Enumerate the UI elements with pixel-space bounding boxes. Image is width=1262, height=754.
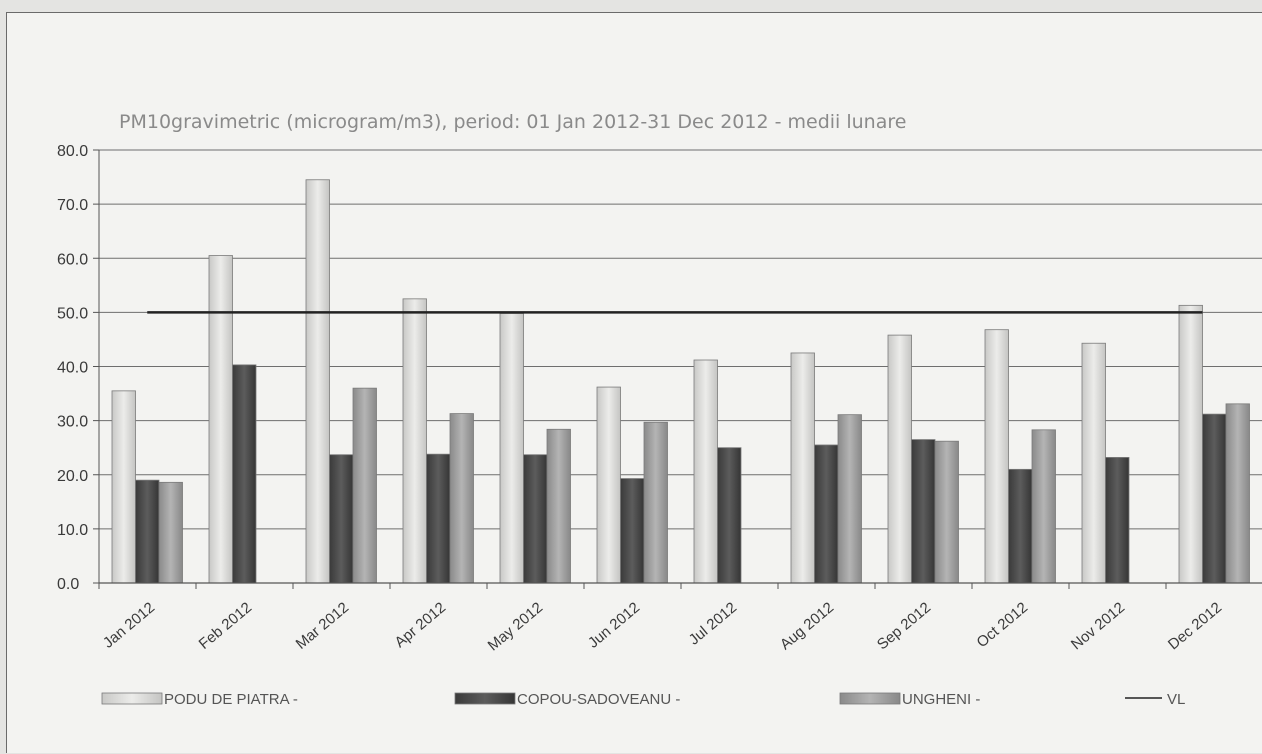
bar-copou-sadoveanu — [1008, 468, 1033, 584]
bar-podu-de-piatra — [984, 329, 1009, 584]
x-tick-label: May 2012 — [485, 599, 546, 654]
y-tick-label: 50.0 — [57, 305, 88, 322]
bar-copou-sadoveanu — [329, 454, 354, 584]
bar-copou-sadoveanu — [814, 444, 839, 584]
bar-copou-sadoveanu — [911, 439, 936, 584]
x-tick-label: Nov 2012 — [1068, 599, 1128, 653]
y-axis: 0.0 10.0 20.0 30.0 40.0 50.0 60.0 70.0 80.0 — [57, 143, 100, 593]
bar-ungheni — [158, 481, 183, 584]
bar-ungheni — [1225, 403, 1250, 584]
bar-podu-de-piatra — [208, 255, 233, 584]
x-tick-label: Aug 2012 — [777, 599, 837, 653]
bar-ungheni — [934, 440, 959, 584]
legend-label: PODU DE PIATRA - — [164, 691, 298, 708]
chart-title: PM10gravimetric (microgram/m3), period: … — [119, 111, 906, 133]
bar-copou-sadoveanu — [523, 454, 548, 584]
x-tick-label: Sep 2012 — [874, 599, 934, 653]
bar-podu-de-piatra — [402, 298, 427, 584]
bar-podu-de-piatra — [1178, 304, 1203, 584]
bar-podu-de-piatra — [1081, 342, 1106, 584]
x-tick-label: Apr 2012 — [391, 599, 449, 651]
x-tick-label: Jul 2012 — [686, 599, 740, 648]
bar-copou-sadoveanu — [135, 479, 160, 584]
bar-ungheni — [546, 428, 571, 584]
bar-podu-de-piatra — [790, 352, 815, 584]
legend-label: COPOU-SADOVEANU - — [517, 691, 680, 708]
x-tick-label: Dec 2012 — [1165, 599, 1225, 653]
x-tick-label: Mar 2012 — [293, 599, 352, 653]
y-tick-label: 0.0 — [57, 576, 79, 593]
bar-copou-sadoveanu — [1202, 413, 1227, 584]
legend: PODU DE PIATRA - COPOU-SADOVEANU - UNGHENI… — [101, 691, 1185, 708]
bar-ungheni — [643, 421, 668, 584]
bar-ungheni — [449, 413, 474, 584]
bar-podu-de-piatra — [693, 359, 718, 584]
y-tick-label: 40.0 — [57, 360, 88, 377]
bar-copou-sadoveanu — [717, 447, 742, 584]
x-axis: Jan 2012 Feb 2012 Mar 2012 Apr 2012 May 2012… — [98, 582, 1262, 654]
bar-podu-de-piatra — [887, 334, 912, 584]
bar-podu-de-piatra — [499, 313, 524, 584]
x-tick-label: Jun 2012 — [585, 599, 643, 652]
x-tick-label: Jan 2012 — [100, 599, 158, 652]
bar-podu-de-piatra — [305, 179, 330, 584]
x-tick-label: Oct 2012 — [974, 599, 1032, 651]
y-tick-label: 10.0 — [57, 522, 88, 539]
pm10-monthly-bar-chart: PM10gravimetric (microgram/m3), period: … — [57, 111, 1262, 708]
legend-label: UNGHENI - — [902, 691, 980, 708]
bar-ungheni — [352, 387, 377, 584]
legend-label: VL — [1167, 691, 1185, 708]
bar-copou-sadoveanu — [1105, 457, 1130, 584]
bar-copou-sadoveanu — [426, 453, 451, 584]
x-tick-label: Feb 2012 — [196, 599, 255, 653]
bar-podu-de-piatra — [596, 386, 621, 584]
bar-ungheni — [837, 414, 862, 584]
bar-ungheni — [1031, 429, 1056, 584]
y-tick-label: 60.0 — [57, 251, 88, 268]
legend-swatch — [839, 692, 901, 705]
bars — [111, 179, 1250, 584]
bar-podu-de-piatra — [111, 390, 136, 584]
bar-copou-sadoveanu — [620, 478, 645, 584]
legend-swatch — [101, 692, 163, 705]
legend-swatch — [454, 692, 516, 705]
bar-copou-sadoveanu — [232, 364, 257, 584]
y-tick-label: 70.0 — [57, 197, 88, 214]
y-tick-label: 30.0 — [57, 414, 88, 431]
y-tick-label: 80.0 — [57, 143, 88, 160]
chart-frame: PM10gravimetric (microgram/m3), period: … — [6, 12, 1262, 753]
y-tick-label: 20.0 — [57, 468, 88, 485]
